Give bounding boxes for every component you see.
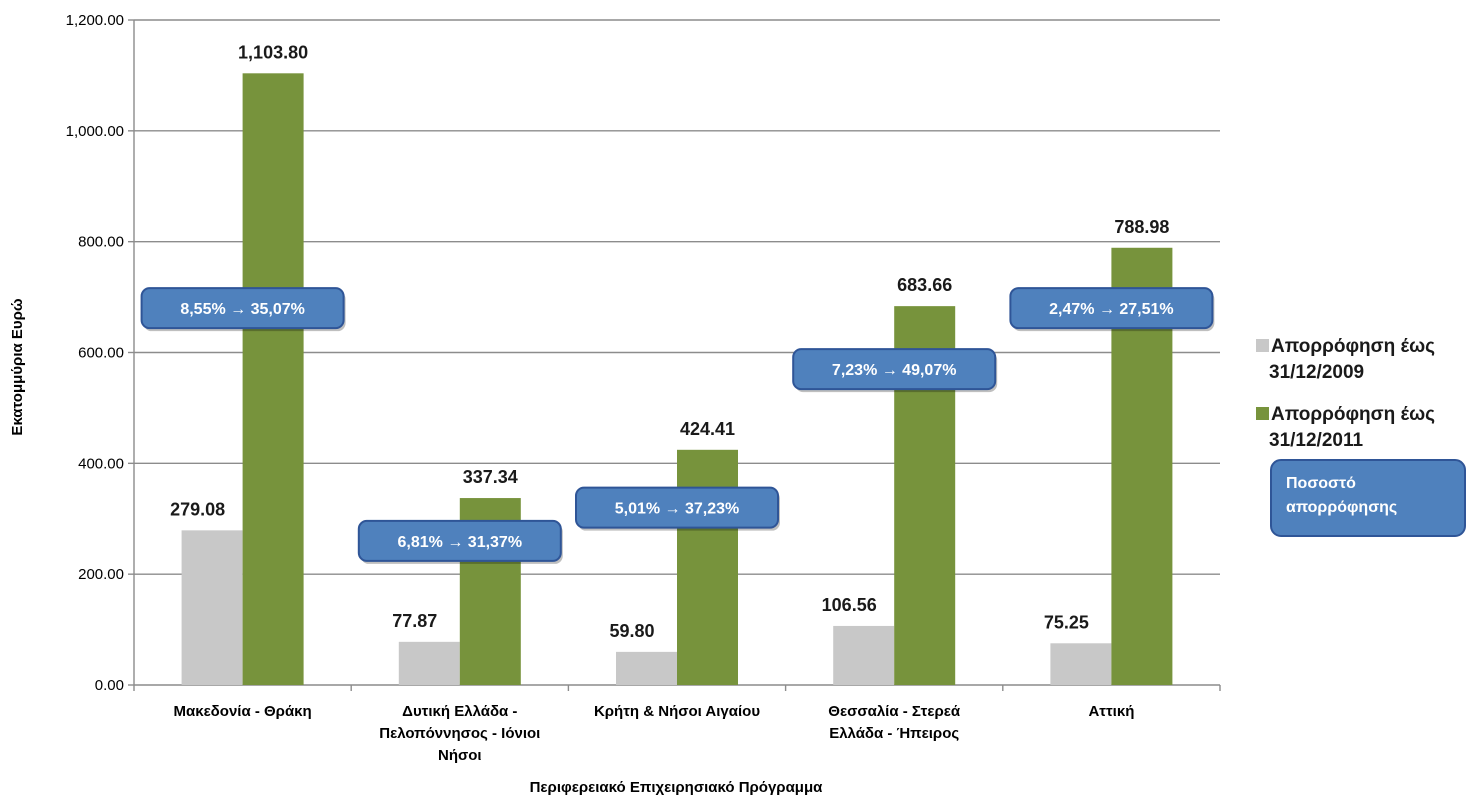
category-label-line: Κρήτη & Νήσοι Αιγαίου [594,703,760,720]
bars [181,73,1173,685]
category-label-line: Πελοπόννησος - Ιόνιοι [379,725,540,742]
y-tick-label: 0.00 [95,677,124,694]
data-label: 75.25 [1044,612,1089,632]
data-labels: 279.08 77.87 59.80 106.56 75.25 1,103.80 337.3… [170,42,1169,641]
y-axis-title: Εκατομμύρια Ευρώ [9,298,26,435]
y-tick-label: 400.00 [78,455,124,472]
legend-callout-text: Ποσοστό απορρόφησης [1286,475,1397,516]
data-label: 337.34 [463,467,518,487]
category-label: Κρήτη & Νήσοι Αιγαίου [594,703,760,720]
bar [398,641,460,685]
category-label-line: Αττική [1088,703,1134,720]
category-label-line: Νήσοι [438,747,482,764]
callout-box [575,486,779,529]
data-label: 106.56 [822,595,877,615]
y-tick-label: 800.00 [78,234,124,251]
legend-swatch [1256,407,1269,420]
legend-callout-line: απορρόφησης [1286,499,1397,516]
category-label-line: Ελλάδα - Ήπειρος [829,725,959,742]
legend-label-line: Απορρόφηση έως [1271,404,1435,425]
bar [833,625,895,685]
callout-box [140,287,345,330]
callout-text: 6,81% → 31,37% [398,534,523,551]
y-tick-label: 1,200.00 [66,12,124,29]
data-label: 279.08 [170,499,225,519]
category-label: Θεσσαλία - Στερεά Ελλάδα - Ήπειρος [828,703,961,742]
legend-callout-line: Ποσοστό [1286,475,1356,492]
category-label-line: Δυτική Ελλάδα - [402,703,517,720]
bar [242,73,304,685]
callout-box [357,519,562,562]
category-label: Δυτική Ελλάδα - Πελοπόννησος - Ιόνιοι Νήσο… [379,703,540,764]
category-label: Μακεδονία - Θράκη [173,703,311,720]
legend-swatch [1256,339,1269,352]
callout-box [1009,287,1214,330]
legend-callout-box [1270,459,1466,537]
bar [677,449,738,685]
legend: Απορρόφηση έως 31/12/2009 Απορρόφηση έως 31… [1256,336,1466,537]
callout-text: 2,47% → 27,51% [1049,301,1174,318]
y-tick-label: 1,000.00 [66,123,124,140]
category-label-line: Μακεδονία - Θράκη [173,703,311,720]
category-label-line: Θεσσαλία - Στερεά [828,703,961,720]
x-axis-title: Περιφερειακό Επιχειρησιακό Πρόγραμμα [530,779,824,796]
data-label: 59.80 [609,621,654,641]
legend-label: Απορρόφηση έως 31/12/2009 [1269,336,1435,383]
category-labels: Μακεδονία - Θράκη Δυτική Ελλάδα - Πελοπόνν… [173,703,1134,764]
legend-label-line: Απορρόφηση έως [1271,336,1435,357]
y-tick-label: 200.00 [78,566,124,583]
data-label: 77.87 [392,611,437,631]
legend-label: Απορρόφηση έως 31/12/2011 [1269,404,1435,451]
legend-label-line: 31/12/2009 [1269,362,1364,383]
bar [1050,643,1112,685]
bar [616,651,677,685]
y-tick-label: 600.00 [78,345,124,362]
data-label: 424.41 [680,419,735,439]
callout-box [792,348,997,391]
callout-text: 7,23% → 49,07% [832,362,957,379]
data-label: 1,103.80 [238,42,308,62]
legend-label-line: 31/12/2011 [1269,430,1363,451]
category-label: Αττική [1088,703,1134,720]
callout-text: 8,55% → 35,07% [180,301,305,318]
bar [181,530,243,685]
callouts: 8,55% → 35,07% 6,81% → 31,37% 5,01% → 37,2… [140,287,1215,564]
data-label: 683.66 [897,275,952,295]
callout-text: 5,01% → 37,23% [615,501,740,518]
data-label: 788.98 [1114,217,1169,237]
gridlines [134,19,1220,575]
